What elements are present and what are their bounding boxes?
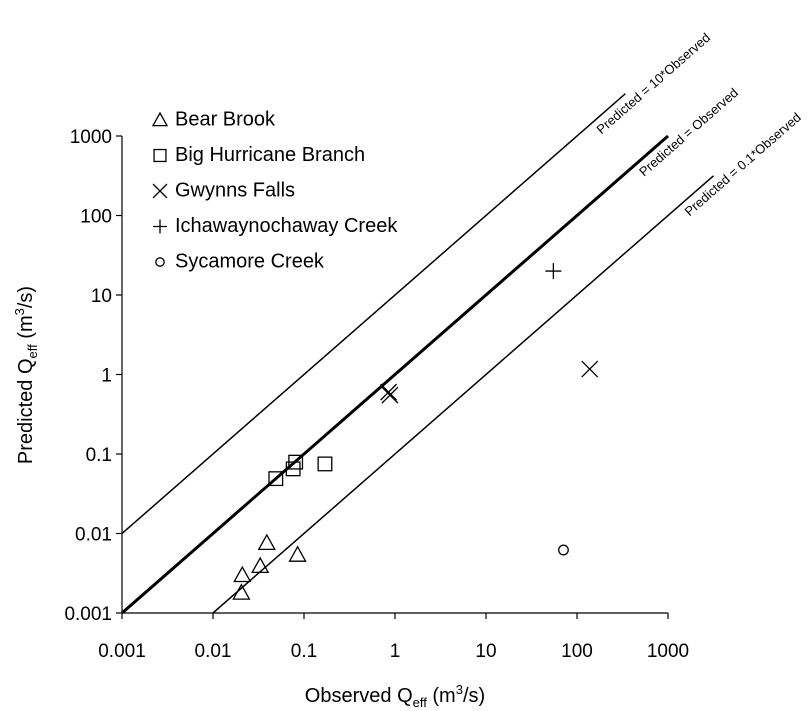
y-tick-label: 1 (101, 366, 112, 387)
y-label-part: Predicted Q (15, 358, 37, 464)
reference-label: Predicted = Observed (636, 85, 741, 179)
point (381, 386, 399, 404)
y-label-part: eff (25, 344, 40, 359)
y-tick-label: 0.1 (86, 445, 112, 466)
legend-label: Ichawaynochaway Creek (175, 215, 398, 237)
legend-label: Gwynns Falls (175, 179, 295, 201)
point (251, 556, 270, 574)
legend-marker (155, 257, 165, 267)
legend-label: Big Hurricane Branch (175, 144, 365, 166)
x-tick-label: 1000 (647, 641, 689, 662)
legend-marker (153, 148, 167, 163)
y-axis-label: Predicted Qeff (m3/s) (12, 286, 40, 464)
point (288, 454, 304, 470)
y-tick-label: 1000 (70, 127, 112, 148)
legend-marker (153, 219, 167, 234)
legend-marker (152, 183, 168, 199)
x-tick-label: 0.1 (291, 641, 317, 662)
point (545, 263, 562, 280)
point (257, 533, 276, 551)
x-label-part: eff (413, 695, 428, 710)
point (232, 583, 251, 600)
reference-line (121, 134, 669, 615)
x-axis-label: Observed Qeff (m3/s) (305, 682, 485, 710)
point (581, 360, 599, 378)
y-label-part: /s) (15, 286, 37, 308)
x-tick-label: 0.01 (195, 641, 232, 662)
x-tick-label: 1 (390, 641, 401, 662)
y-label-part: (m (15, 315, 37, 344)
point (288, 545, 307, 562)
x-label-part: Observed Q (305, 685, 413, 707)
y-tick-label: 10 (91, 286, 112, 307)
legend-label: Sycamore Creek (175, 250, 325, 272)
x-tick-label: 10 (475, 641, 496, 662)
y-tick-label: 0.01 (75, 525, 112, 546)
y-label-part: 3 (12, 308, 27, 315)
point (233, 565, 252, 583)
point (558, 544, 569, 556)
x-label-part: 3 (456, 682, 463, 697)
point (380, 383, 398, 401)
legend-marker (151, 111, 169, 127)
y-tick-label: 100 (80, 207, 112, 228)
legend-label: Bear Brook (175, 108, 276, 130)
reference-line (121, 93, 626, 535)
x-label-part: /s) (463, 685, 485, 707)
y-tick-label: 0.001 (64, 604, 112, 625)
x-tick-label: 100 (561, 641, 593, 662)
x-tick-label: 0.001 (98, 641, 146, 662)
point (268, 471, 284, 487)
point (317, 456, 333, 472)
reference-line (212, 175, 714, 614)
x-label-part: (m (427, 685, 456, 707)
